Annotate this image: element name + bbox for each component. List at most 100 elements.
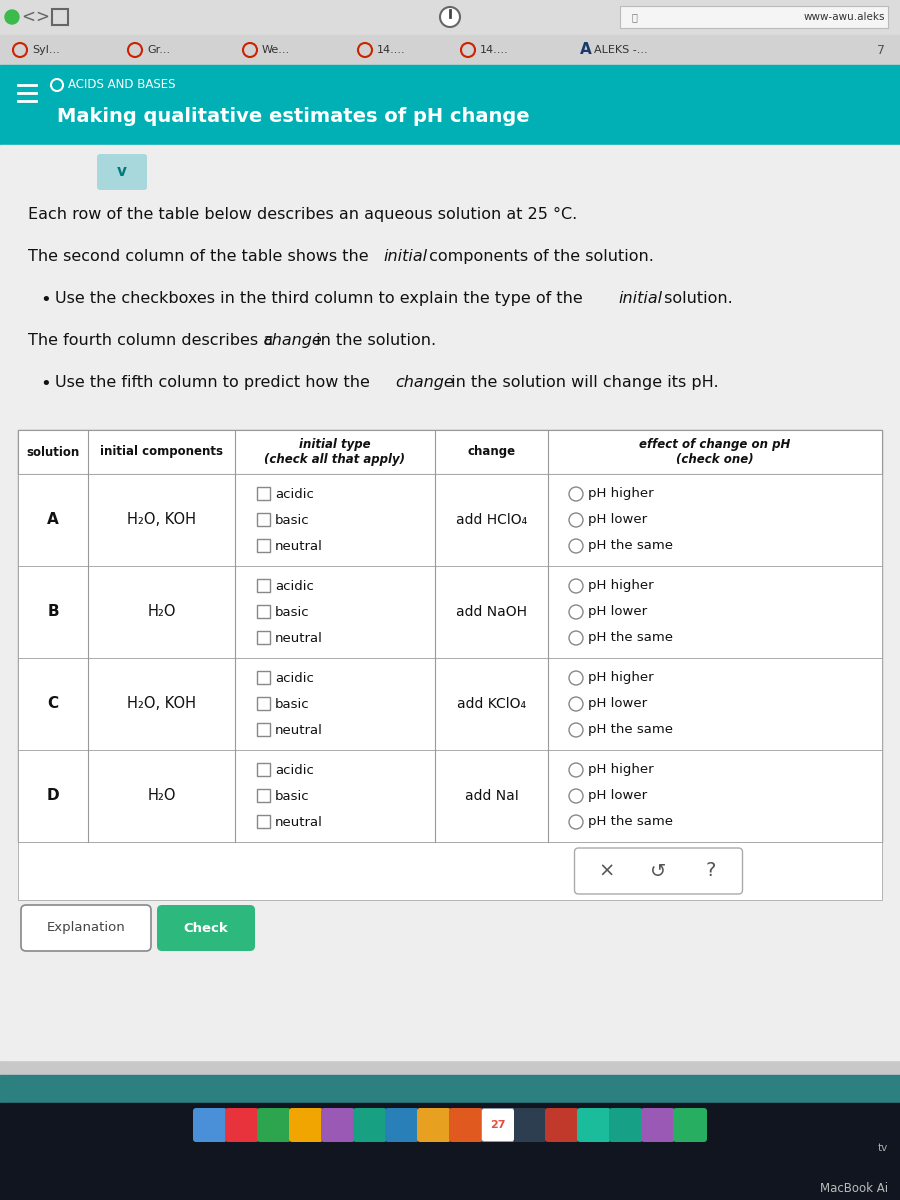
Text: The fourth column describes a: The fourth column describes a: [28, 332, 278, 348]
Text: in the solution will change its pH.: in the solution will change its pH.: [446, 374, 718, 390]
Circle shape: [569, 790, 583, 803]
Text: <: <: [21, 8, 35, 26]
Text: initial: initial: [383, 248, 427, 264]
FancyBboxPatch shape: [481, 1108, 515, 1142]
Circle shape: [569, 631, 583, 646]
Text: Each row of the table below describes an aqueous solution at 25 °C.: Each row of the table below describes an…: [28, 206, 577, 222]
Text: in the solution.: in the solution.: [311, 332, 436, 348]
Text: A: A: [47, 512, 58, 528]
FancyBboxPatch shape: [157, 905, 255, 950]
Circle shape: [569, 671, 583, 685]
Text: ×: ×: [598, 862, 615, 881]
Text: neutral: neutral: [275, 816, 323, 828]
Bar: [620, 6, 888, 28]
Text: add NaOH: add NaOH: [456, 605, 527, 619]
Text: pH lower: pH lower: [588, 514, 647, 527]
Bar: [18, 750, 882, 842]
FancyBboxPatch shape: [353, 1108, 387, 1142]
Text: Use the fifth column to predict how the: Use the fifth column to predict how the: [55, 374, 375, 390]
Bar: [257, 671, 270, 684]
Circle shape: [569, 487, 583, 502]
FancyBboxPatch shape: [449, 1108, 483, 1142]
Text: 27: 27: [491, 1120, 506, 1130]
Text: We...: We...: [262, 44, 290, 55]
Text: The second column of the table shows the: The second column of the table shows the: [28, 248, 374, 264]
Text: v: v: [117, 164, 127, 180]
FancyBboxPatch shape: [577, 1108, 611, 1142]
Text: 14....: 14....: [480, 44, 508, 55]
FancyBboxPatch shape: [21, 905, 151, 950]
Text: ALEKS -...: ALEKS -...: [594, 44, 648, 55]
Bar: [18, 842, 882, 900]
Text: pH the same: pH the same: [588, 540, 673, 552]
Text: B: B: [47, 605, 58, 619]
Text: Check: Check: [184, 922, 229, 935]
FancyBboxPatch shape: [321, 1108, 355, 1142]
Bar: [257, 539, 270, 552]
Text: Explanation: Explanation: [47, 922, 125, 935]
Text: pH the same: pH the same: [588, 631, 673, 644]
Text: pH lower: pH lower: [588, 697, 647, 710]
Bar: [18, 430, 882, 842]
Text: 7: 7: [877, 43, 885, 56]
Circle shape: [5, 10, 19, 24]
Text: pH higher: pH higher: [588, 487, 653, 500]
Text: pH the same: pH the same: [588, 724, 673, 737]
Text: acidic: acidic: [275, 763, 314, 776]
Text: Use the checkboxes in the third column to explain the type of the: Use the checkboxes in the third column t…: [55, 290, 588, 306]
Bar: [257, 514, 270, 526]
Circle shape: [569, 722, 583, 737]
Bar: [0, 1103, 900, 1200]
FancyBboxPatch shape: [417, 1108, 451, 1142]
Text: ?: ?: [706, 862, 716, 881]
Text: initial: initial: [618, 290, 662, 306]
FancyBboxPatch shape: [97, 154, 147, 190]
Text: •: •: [40, 290, 50, 308]
Text: basic: basic: [275, 606, 310, 618]
Bar: [257, 722, 270, 736]
Text: initial components: initial components: [100, 445, 223, 458]
Bar: [0, 145, 900, 1060]
Text: H₂O, KOH: H₂O, KOH: [127, 512, 196, 528]
Text: add KClO₄: add KClO₄: [457, 697, 526, 710]
Text: change: change: [467, 445, 516, 458]
Text: 🔒: 🔒: [632, 12, 638, 22]
Text: pH higher: pH higher: [588, 580, 653, 593]
Bar: [257, 815, 270, 828]
Text: >: >: [35, 8, 49, 26]
FancyBboxPatch shape: [673, 1108, 707, 1142]
FancyBboxPatch shape: [574, 848, 742, 894]
Text: acidic: acidic: [275, 580, 314, 593]
Text: basic: basic: [275, 514, 310, 527]
Text: acidic: acidic: [275, 487, 314, 500]
FancyBboxPatch shape: [225, 1108, 259, 1142]
Text: tv: tv: [878, 1142, 888, 1153]
Bar: [0, 1075, 900, 1103]
Text: acidic: acidic: [275, 672, 314, 684]
Bar: [18, 566, 882, 658]
Bar: [18, 430, 882, 474]
FancyBboxPatch shape: [641, 1108, 675, 1142]
Bar: [0, 0, 900, 35]
Text: A: A: [580, 42, 592, 58]
Text: change: change: [263, 332, 322, 348]
FancyBboxPatch shape: [482, 1109, 514, 1141]
Text: H₂O, KOH: H₂O, KOH: [127, 696, 196, 712]
Text: D: D: [47, 788, 59, 804]
Text: change: change: [395, 374, 454, 390]
Text: ↺: ↺: [651, 862, 667, 881]
Bar: [0, 35, 900, 65]
Text: Gr...: Gr...: [147, 44, 170, 55]
Text: neutral: neutral: [275, 540, 323, 552]
Text: neutral: neutral: [275, 631, 323, 644]
Text: components of the solution.: components of the solution.: [424, 248, 654, 264]
Text: 14....: 14....: [377, 44, 406, 55]
Text: pH higher: pH higher: [588, 763, 653, 776]
Text: H₂O: H₂O: [148, 788, 176, 804]
Text: MacBook Ai: MacBook Ai: [820, 1182, 888, 1194]
Text: initial type
(check all that apply): initial type (check all that apply): [265, 438, 406, 466]
Bar: [18, 474, 882, 566]
FancyBboxPatch shape: [609, 1108, 643, 1142]
FancyBboxPatch shape: [545, 1108, 579, 1142]
Circle shape: [569, 514, 583, 527]
